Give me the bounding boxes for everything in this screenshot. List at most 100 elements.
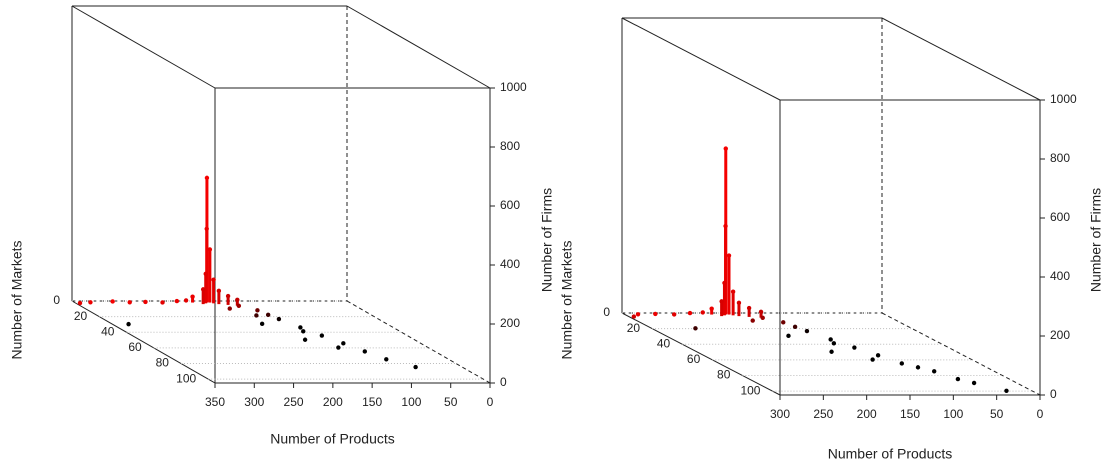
x-tick-label: 350 bbox=[205, 395, 225, 409]
data-point bbox=[750, 318, 755, 323]
z-tick-label: 400 bbox=[1050, 269, 1070, 283]
z-tick-label: 200 bbox=[1050, 328, 1070, 342]
y-tick-label: 40 bbox=[101, 324, 115, 338]
data-point bbox=[216, 288, 222, 294]
z-tick-label: 600 bbox=[500, 198, 520, 212]
data-point bbox=[899, 361, 905, 366]
z-tick-label: 800 bbox=[500, 139, 520, 153]
data-point bbox=[319, 333, 325, 338]
y-tick-label: 0 bbox=[603, 305, 610, 319]
y-axis-title: Number of Markets bbox=[559, 240, 575, 359]
data-point bbox=[746, 305, 752, 311]
y-tick-label: 20 bbox=[74, 309, 88, 323]
data-point bbox=[709, 306, 714, 311]
y-tick-label: 0 bbox=[53, 293, 60, 307]
x-tick-label: 150 bbox=[362, 395, 382, 409]
data-point bbox=[931, 369, 937, 374]
z-tick-label: 400 bbox=[500, 257, 520, 271]
x-tick-label: 150 bbox=[900, 407, 920, 421]
data-point bbox=[183, 298, 189, 303]
data-point bbox=[786, 333, 791, 339]
box-front bbox=[779, 99, 1041, 396]
data-point bbox=[831, 341, 837, 346]
data-point bbox=[653, 311, 658, 317]
data-point bbox=[760, 315, 765, 321]
x-tick-label: 0 bbox=[1037, 407, 1044, 421]
data-point bbox=[671, 312, 677, 317]
data-point bbox=[875, 353, 881, 358]
x-tick-label: 200 bbox=[857, 407, 877, 421]
data-point bbox=[203, 271, 208, 277]
data-point bbox=[265, 312, 271, 318]
x-tick-label: 200 bbox=[323, 395, 343, 409]
y-tick-label: 80 bbox=[156, 356, 170, 370]
x-tick-label: 250 bbox=[284, 395, 304, 409]
data-point bbox=[236, 303, 242, 309]
data-point bbox=[700, 310, 705, 315]
box-edge bbox=[71, 300, 216, 384]
data-point bbox=[384, 357, 389, 362]
data-point bbox=[736, 300, 742, 306]
data-point bbox=[723, 223, 728, 229]
data-point bbox=[190, 294, 195, 299]
data-point bbox=[687, 310, 693, 316]
data-point bbox=[730, 289, 736, 294]
data-point bbox=[723, 146, 728, 151]
z-axis-title: Number of Firms bbox=[539, 188, 555, 292]
box-front bbox=[214, 87, 491, 384]
data-point bbox=[792, 324, 798, 330]
data-point bbox=[781, 320, 786, 325]
x-tick-label: 50 bbox=[990, 407, 1004, 421]
data-point bbox=[207, 247, 213, 252]
data-point bbox=[276, 316, 282, 322]
x-axis-title: Number of Products bbox=[828, 446, 953, 462]
box-hidden-edge bbox=[881, 312, 1041, 396]
data-point bbox=[204, 226, 209, 232]
y-axis-title: Number of Markets bbox=[9, 240, 25, 359]
data-point bbox=[126, 321, 131, 327]
y-tick-label: 80 bbox=[717, 368, 731, 382]
data-point bbox=[88, 300, 93, 305]
data-point bbox=[127, 300, 132, 305]
data-point bbox=[726, 253, 732, 258]
box-hidden-edge bbox=[346, 300, 491, 384]
data-point bbox=[174, 298, 180, 304]
data-point bbox=[852, 345, 857, 350]
data-point bbox=[160, 300, 165, 305]
data-point bbox=[828, 337, 833, 342]
z-axis-title: Number of Firms bbox=[1088, 188, 1104, 292]
y-tick-label: 60 bbox=[128, 340, 142, 354]
data-point bbox=[1004, 388, 1009, 394]
data-point bbox=[225, 293, 231, 299]
data-point bbox=[77, 300, 83, 306]
x-axis-title: Number of Products bbox=[270, 431, 395, 447]
z-tick-label: 1000 bbox=[500, 80, 527, 94]
data-point bbox=[200, 287, 206, 292]
data-point bbox=[870, 357, 875, 362]
x-tick-label: 100 bbox=[943, 407, 963, 421]
z-tick-label: 0 bbox=[1050, 387, 1057, 401]
x-tick-label: 0 bbox=[487, 395, 494, 409]
data-point bbox=[804, 328, 810, 334]
data-point bbox=[631, 314, 637, 319]
data-point bbox=[719, 299, 724, 304]
data-point bbox=[110, 299, 115, 304]
box-edge bbox=[621, 312, 781, 396]
data-point bbox=[235, 297, 240, 302]
data-point bbox=[254, 313, 259, 318]
data-point bbox=[259, 321, 265, 327]
z-tick-label: 200 bbox=[500, 316, 520, 330]
data-point bbox=[693, 326, 698, 331]
y-tick-label: 60 bbox=[687, 352, 701, 366]
z-tick-label: 0 bbox=[500, 375, 507, 389]
data-point bbox=[341, 341, 346, 346]
y-tick-label: 100 bbox=[740, 383, 760, 397]
data-point bbox=[829, 349, 834, 354]
data-point bbox=[758, 309, 764, 314]
data-point bbox=[413, 364, 418, 370]
x-tick-label: 100 bbox=[401, 395, 421, 409]
x-tick-label: 300 bbox=[244, 395, 264, 409]
box-edge bbox=[346, 5, 491, 89]
